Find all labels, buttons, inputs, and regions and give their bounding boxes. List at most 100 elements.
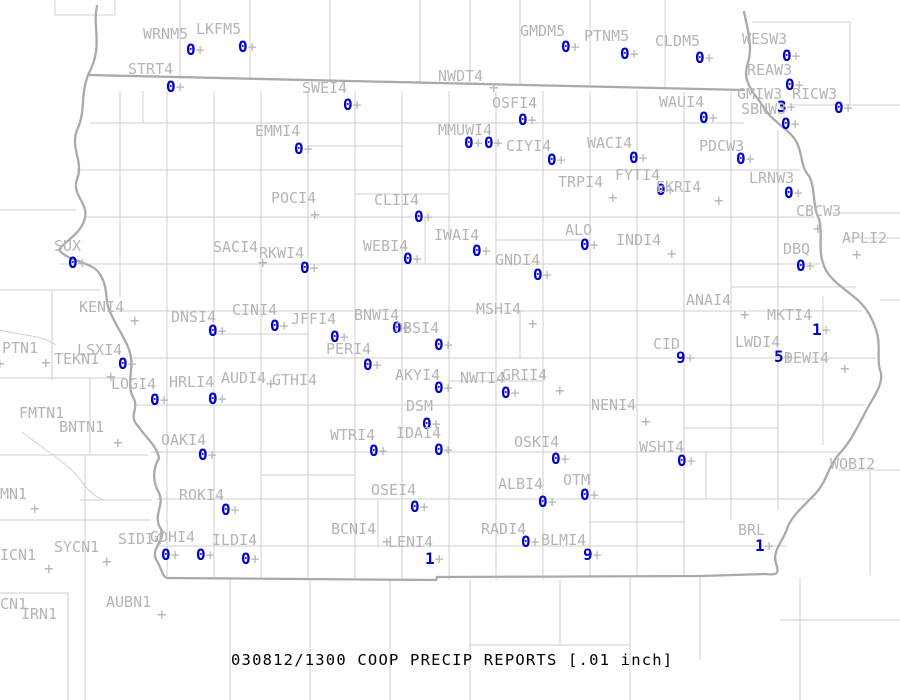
station-label-brl: BRL bbox=[738, 521, 766, 539]
station-marker-icon: + bbox=[821, 321, 831, 339]
station-label-logi4: LOGI4 bbox=[111, 375, 157, 393]
precip-value: 0 bbox=[518, 110, 528, 129]
station-marker-icon: + bbox=[638, 149, 648, 167]
station-label-peri4: PERI4 bbox=[326, 340, 372, 358]
precip-value: 0 bbox=[784, 183, 794, 202]
station-marker-icon: + bbox=[303, 140, 313, 158]
station-value-wrnm5: 0+ bbox=[186, 42, 205, 58]
station-label-rkwi4: RKWI4 bbox=[259, 244, 305, 262]
station-marker-icon-indi4: + bbox=[667, 244, 677, 263]
precip-value: 0 bbox=[561, 37, 571, 56]
station-label-anai4: ANAI4 bbox=[686, 291, 732, 309]
station-label-wobi2: WOBI2 bbox=[830, 455, 876, 473]
station-value-gndi4: 0+ bbox=[533, 267, 552, 283]
station-label-nwti4: NWTI4 bbox=[460, 369, 506, 387]
state-borders bbox=[57, 4, 883, 582]
station-label-grii4: GRII4 bbox=[502, 366, 548, 384]
station-value-albi4: 0+ bbox=[538, 494, 557, 510]
station-label-mshi4: MSHI4 bbox=[476, 300, 522, 318]
station-marker-icon-sycn1: + bbox=[102, 552, 112, 571]
precip-value: 0 bbox=[484, 133, 494, 152]
station-value-mmuwi4: 0+ bbox=[464, 135, 483, 151]
station-marker-icon: + bbox=[443, 336, 453, 354]
station-marker-icon: + bbox=[542, 266, 552, 284]
station-label-alo: ALO bbox=[565, 221, 593, 239]
station-value-dnsi4: 0+ bbox=[208, 323, 227, 339]
station-label-saci4: SACI4 bbox=[213, 238, 259, 256]
station-label-lsxi4: LSXI4 bbox=[77, 341, 123, 359]
station-marker-icon: + bbox=[686, 452, 696, 470]
station-label-trpi4: TRPI4 bbox=[558, 173, 604, 191]
station-label-keni4: KENI4 bbox=[79, 298, 125, 316]
caption: 030812/1300 COOP PRECIP REPORTS [.01 inc… bbox=[231, 651, 674, 669]
station-marker-icon: + bbox=[481, 242, 491, 260]
precip-value: 0 bbox=[538, 492, 548, 511]
precip-value: 0 bbox=[294, 139, 304, 158]
station-marker-icon: + bbox=[247, 38, 257, 56]
precip-value: 0 bbox=[699, 108, 709, 127]
station-label-cini4: CINI4 bbox=[232, 301, 278, 319]
station-value-osfi4: 0+ bbox=[518, 112, 537, 128]
precip-value: 0 bbox=[196, 545, 206, 564]
station-marker-icon: + bbox=[629, 45, 639, 63]
precip-value: 0 bbox=[410, 497, 420, 516]
station-label-aubn1: AUBN1 bbox=[106, 593, 152, 611]
station-label-hrli4: HRLI4 bbox=[169, 373, 215, 391]
station-label-pdcw3: PDCW3 bbox=[699, 137, 745, 155]
station-label-poci4: POCI4 bbox=[271, 189, 317, 207]
station-marker-icon: + bbox=[786, 98, 796, 116]
station-label-jffi4: JFFI4 bbox=[291, 310, 337, 328]
station-label-wshi4: WSHI4 bbox=[639, 438, 685, 456]
station-marker-icon: + bbox=[217, 322, 227, 340]
station-label-waci4: WACI4 bbox=[587, 134, 633, 152]
station-value-roki4: 0+ bbox=[221, 502, 240, 518]
station-value-gmiw3: 3+ bbox=[777, 99, 796, 115]
station-label-dnsi4: DNSI4 bbox=[171, 308, 217, 326]
mississippi-river-border bbox=[742, 10, 883, 576]
station-value-cini4: 0+ bbox=[270, 318, 289, 334]
station-label-audi4: AUDI4 bbox=[221, 369, 267, 387]
station-label-cldm5: CLDM5 bbox=[655, 32, 701, 50]
precip-value: 0 bbox=[198, 445, 208, 464]
station-value-alo: 0+ bbox=[580, 237, 599, 253]
station-label-oaki4: OAKI4 bbox=[161, 431, 207, 449]
station-marker-icon-trpi4: + bbox=[608, 188, 618, 207]
station-label-ricw3: RICW3 bbox=[792, 85, 838, 103]
precip-value: 1 bbox=[755, 536, 765, 555]
station-label-ildi4: ILDI4 bbox=[212, 531, 258, 549]
station-value-dsm: 0+ bbox=[422, 416, 441, 432]
station-value-rkwi4: 0+ bbox=[300, 260, 319, 276]
precip-value: 0 bbox=[781, 114, 791, 133]
station-label-gmiw3: GMIW3 bbox=[737, 85, 783, 103]
precip-value: 0 bbox=[369, 441, 379, 460]
station-label-dbq: DBQ bbox=[783, 240, 811, 258]
station-marker-icon: + bbox=[665, 181, 675, 199]
station-value-pdcw3: 0+ bbox=[736, 151, 755, 167]
station-marker-icon: + bbox=[170, 546, 180, 564]
station-marker-icon: + bbox=[764, 537, 774, 555]
station-marker-icon: + bbox=[473, 134, 483, 152]
station-label-lwdi4: LWDI4 bbox=[735, 333, 781, 351]
precip-value: 0 bbox=[392, 318, 402, 337]
station-marker-icon: + bbox=[412, 250, 422, 268]
station-label-osfi4: OSFI4 bbox=[492, 94, 538, 112]
station-label-lrnw3: LRNW3 bbox=[749, 169, 795, 187]
precip-value: 1 bbox=[812, 320, 822, 339]
station-value-gdhi4: 0+ bbox=[196, 547, 215, 563]
station-label-albi4: ALBI4 bbox=[498, 475, 544, 493]
station-value-blmi4: 9+ bbox=[583, 547, 602, 563]
station-label-roki4: ROKI4 bbox=[179, 486, 225, 504]
station-value-jffi4: 0+ bbox=[330, 329, 349, 345]
station-label-gndi4: GNDI4 bbox=[495, 251, 541, 269]
station-marker-icon: + bbox=[309, 259, 319, 277]
station-value-oaki4: 0+ bbox=[198, 447, 217, 463]
precip-value: 0 bbox=[785, 75, 795, 94]
station-marker-icon: + bbox=[372, 356, 382, 374]
station-marker-icon-ekri4: + bbox=[714, 191, 724, 210]
station-label-ekri4: EKRI4 bbox=[656, 178, 702, 196]
station-value-obsi4: 0+ bbox=[434, 337, 453, 353]
precip-value: 0 bbox=[161, 545, 171, 564]
